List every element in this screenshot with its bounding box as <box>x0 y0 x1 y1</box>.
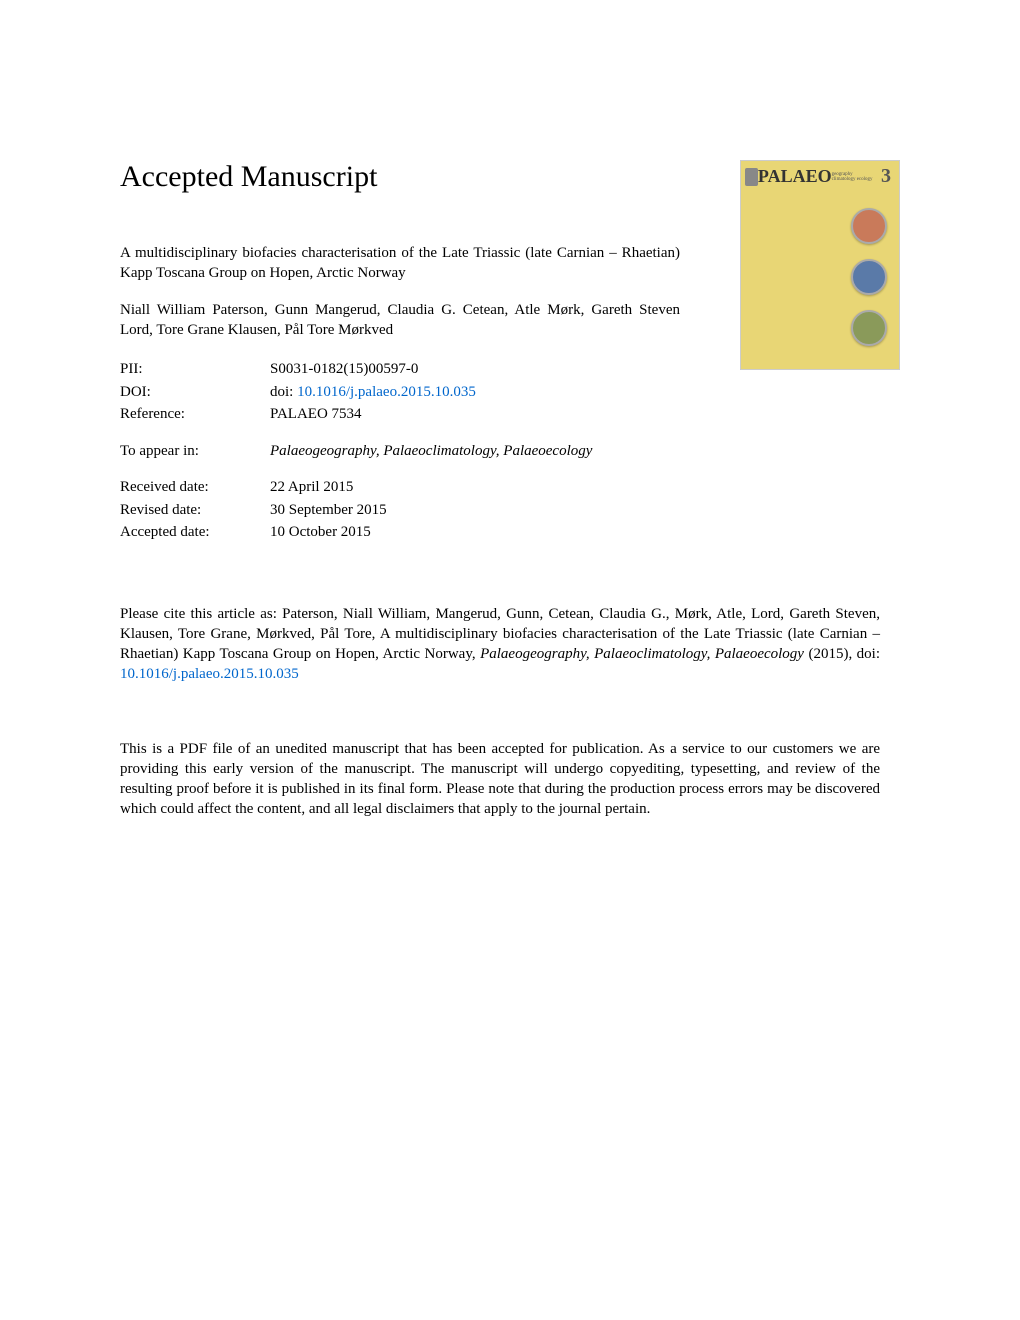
meta-row-received: Received date: 22 April 2015 <box>120 476 680 499</box>
meta-row-doi: DOI: doi: 10.1016/j.palaeo.2015.10.035 <box>120 381 680 404</box>
meta-label: Reference: <box>120 403 270 426</box>
meta-label: Received date: <box>120 476 270 499</box>
manuscript-authors: Niall William Paterson, Gunn Mangerud, C… <box>120 301 680 340</box>
meta-label: PII: <box>120 358 270 381</box>
citation-doi-link[interactable]: 10.1016/j.palaeo.2015.10.035 <box>120 666 299 682</box>
cover-header: PALAEO geography climatology ecology 3 <box>741 161 899 192</box>
cover-subtext: geography climatology ecology <box>832 172 877 182</box>
disclaimer-text: This is a PDF file of an unedited manusc… <box>120 739 880 820</box>
manuscript-title: A multidisciplinary biofacies characteri… <box>120 244 680 283</box>
meta-label: DOI: <box>120 381 270 404</box>
meta-value: doi: 10.1016/j.palaeo.2015.10.035 <box>270 381 476 404</box>
cover-volume-number: 3 <box>877 165 895 188</box>
citation-text: Please cite this article as: Paterson, N… <box>120 604 880 685</box>
cover-globe-icon <box>851 259 887 295</box>
meta-value: 10 October 2015 <box>270 521 371 544</box>
meta-value: 30 September 2015 <box>270 499 387 522</box>
citation-journal: Palaeogeography, Palaeoclimatology, Pala… <box>480 646 804 662</box>
meta-label: Accepted date: <box>120 521 270 544</box>
journal-cover: PALAEO geography climatology ecology 3 <box>740 160 900 370</box>
meta-row-pii: PII: S0031-0182(15)00597-0 <box>120 358 680 381</box>
cover-globe-icon <box>851 208 887 244</box>
publisher-logo-icon <box>745 168 758 186</box>
meta-row-reference: Reference: PALAEO 7534 <box>120 403 680 426</box>
meta-row-accepted: Accepted date: 10 October 2015 <box>120 521 680 544</box>
meta-row-revised: Revised date: 30 September 2015 <box>120 499 680 522</box>
meta-value-journal: Palaeogeography, Palaeoclimatology, Pala… <box>270 440 592 463</box>
citation-middle: (2015), doi: <box>804 646 880 662</box>
doi-link[interactable]: 10.1016/j.palaeo.2015.10.035 <box>297 384 476 400</box>
meta-row-appear: To appear in: Palaeogeography, Palaeocli… <box>120 440 680 463</box>
cover-body <box>741 192 899 362</box>
doi-prefix: doi: <box>270 384 297 400</box>
cover-journal-name: PALAEO <box>758 166 832 187</box>
meta-label: To appear in: <box>120 440 270 463</box>
meta-value: 22 April 2015 <box>270 476 353 499</box>
meta-label: Revised date: <box>120 499 270 522</box>
meta-value: S0031-0182(15)00597-0 <box>270 358 418 381</box>
meta-value: PALAEO 7534 <box>270 403 362 426</box>
cover-globe-icon <box>851 310 887 346</box>
metadata-table: PII: S0031-0182(15)00597-0 DOI: doi: 10.… <box>120 358 680 544</box>
